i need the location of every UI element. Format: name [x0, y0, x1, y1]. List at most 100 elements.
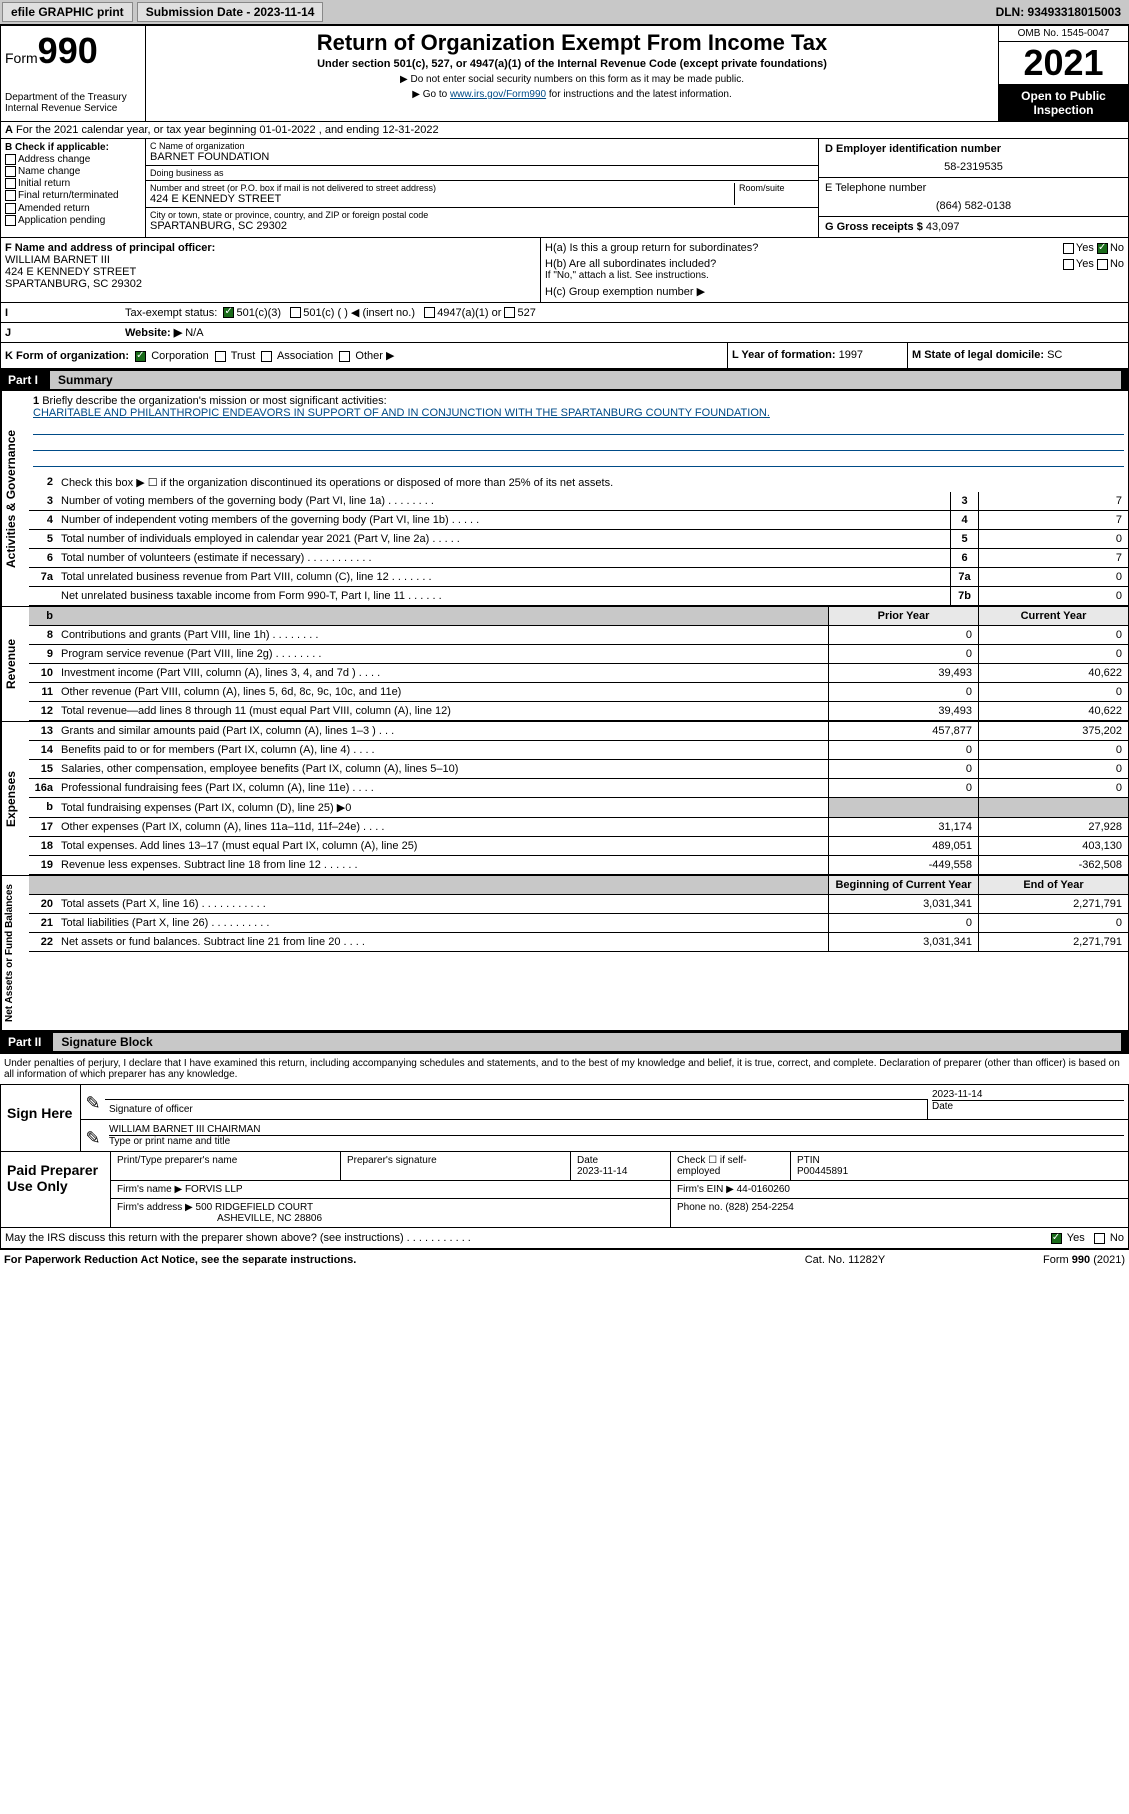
- py-val: 31,174: [828, 818, 978, 836]
- py-val: 457,877: [828, 722, 978, 740]
- cy-val: 40,622: [978, 702, 1128, 720]
- street: 424 E KENNEDY STREET: [150, 193, 734, 205]
- efile-button[interactable]: efile GRAPHIC print: [2, 2, 133, 22]
- col-f: F Name and address of principal officer:…: [1, 238, 541, 302]
- website: N/A: [185, 327, 203, 339]
- side-expenses: Expenses: [1, 722, 29, 875]
- eoy-val: 0: [978, 914, 1128, 932]
- line1-mission: 1 Briefly describe the organization's mi…: [29, 391, 1128, 473]
- paid-preparer-label: Paid Preparer Use Only: [1, 1152, 111, 1227]
- firm-addr2: ASHEVILLE, NC 28806: [217, 1213, 322, 1224]
- col-c-name-address: C Name of organizationBARNET FOUNDATION …: [146, 139, 818, 237]
- boy-val: 3,031,341: [828, 933, 978, 951]
- side-netassets: Net Assets or Fund Balances: [1, 876, 29, 1030]
- check-initial: Initial return: [5, 178, 141, 189]
- org-name: BARNET FOUNDATION: [150, 151, 814, 163]
- part1-revenue: Revenue bPrior YearCurrent Year 8Contrib…: [0, 607, 1129, 722]
- header-left: Form990 Department of the Treasury Inter…: [1, 26, 146, 121]
- py-val: 0: [828, 645, 978, 663]
- cy-val: 0: [978, 683, 1128, 701]
- pen-icon: ✎: [81, 1085, 105, 1119]
- cy-val: 40,622: [978, 664, 1128, 682]
- omb-number: OMB No. 1545-0047: [999, 26, 1128, 42]
- cy-val: 0: [978, 741, 1128, 759]
- footer: For Paperwork Reduction Act Notice, see …: [0, 1249, 1129, 1270]
- py-val: 0: [828, 626, 978, 644]
- paperwork-notice: For Paperwork Reduction Act Notice, see …: [4, 1254, 745, 1266]
- form-header: Form990 Department of the Treasury Inter…: [0, 25, 1129, 122]
- ptin: P00445891: [797, 1166, 848, 1177]
- col-h: H(a) Is this a group return for subordin…: [541, 238, 1128, 302]
- check-address: Address change: [5, 154, 141, 165]
- sign-here-label: Sign Here: [1, 1085, 81, 1151]
- check-amended: Amended return: [5, 203, 141, 214]
- check-name: Name change: [5, 166, 141, 177]
- cy-val: 403,130: [978, 837, 1128, 855]
- py-val: 489,051: [828, 837, 978, 855]
- dept-treasury: Department of the Treasury Internal Reve…: [5, 92, 141, 114]
- form-number: 990: [38, 30, 98, 71]
- check-final: Final return/terminated: [5, 190, 141, 201]
- firm-name: FORVIS LLP: [185, 1184, 243, 1195]
- py-val: 39,493: [828, 664, 978, 682]
- header-right: OMB No. 1545-0047 2021 Open to Public In…: [998, 26, 1128, 121]
- check-pending: Application pending: [5, 215, 141, 226]
- side-governance: Activities & Governance: [1, 391, 29, 606]
- prep-date: 2023-11-14: [577, 1166, 627, 1177]
- paid-preparer-block: Paid Preparer Use Only Print/Type prepar…: [0, 1152, 1129, 1228]
- py-val: 0: [828, 683, 978, 701]
- ha-no-checked[interactable]: [1097, 243, 1108, 254]
- corp-checked[interactable]: [135, 351, 146, 362]
- ein: 58-2319535: [825, 161, 1122, 173]
- py-val: 39,493: [828, 702, 978, 720]
- py-val: 0: [828, 779, 978, 797]
- 501c3-checked[interactable]: [223, 307, 234, 318]
- cy-val: 27,928: [978, 818, 1128, 836]
- side-revenue: Revenue: [1, 607, 29, 721]
- form-title: Return of Organization Exempt From Incom…: [154, 30, 990, 56]
- entity-block: B Check if applicable: Address change Na…: [0, 139, 1129, 238]
- note-ssn: ▶ Do not enter social security numbers o…: [154, 74, 990, 85]
- pen-icon: ✎: [81, 1120, 105, 1151]
- year-formation: 1997: [839, 349, 863, 361]
- irs-link[interactable]: www.irs.gov/Form990: [450, 89, 546, 100]
- eoy-val: 2,271,791: [978, 895, 1128, 913]
- row-klm: K Form of organization: Corporation Trus…: [0, 343, 1129, 369]
- part1-netassets: Net Assets or Fund Balances Beginning of…: [0, 876, 1129, 1031]
- cy-val: 0: [978, 760, 1128, 778]
- py-val: [828, 798, 978, 817]
- cy-val: 0: [978, 626, 1128, 644]
- gov-val: 7: [978, 511, 1128, 529]
- officer-name: WILLIAM BARNET III: [5, 254, 536, 266]
- firm-ein: 44-0160260: [737, 1184, 790, 1195]
- mission-text[interactable]: CHARITABLE AND PHILANTHROPIC ENDEAVORS I…: [33, 407, 770, 419]
- open-public: Open to Public Inspection: [999, 85, 1128, 121]
- part1-expenses: Expenses 13Grants and similar amounts pa…: [0, 722, 1129, 876]
- f-h-row: F Name and address of principal officer:…: [0, 238, 1129, 303]
- part1-governance: Activities & Governance 1 Briefly descri…: [0, 391, 1129, 607]
- may-discuss-row: May the IRS discuss this return with the…: [0, 1228, 1129, 1249]
- phone: (864) 582-0138: [825, 200, 1122, 212]
- gov-val: 0: [978, 530, 1128, 548]
- row-a-tax-year: A For the 2021 calendar year, or tax yea…: [0, 122, 1129, 139]
- officer-name-title: WILLIAM BARNET III CHAIRMAN: [109, 1124, 1124, 1135]
- gov-val: 7: [978, 492, 1128, 510]
- cy-val: 375,202: [978, 722, 1128, 740]
- form-subtitle: Under section 501(c), 527, or 4947(a)(1)…: [154, 58, 990, 70]
- col-d-ein-phone: D Employer identification number58-23195…: [818, 139, 1128, 237]
- form-label: Form: [5, 50, 38, 66]
- gross-receipts: 43,097: [926, 221, 960, 233]
- submission-date: Submission Date - 2023-11-14: [137, 2, 324, 22]
- py-val: 0: [828, 760, 978, 778]
- firm-addr1: 500 RIDGEFIELD COURT: [196, 1202, 314, 1213]
- sign-date: 2023-11-14: [932, 1089, 1124, 1100]
- boy-val: 3,031,341: [828, 895, 978, 913]
- perjury-statement: Under penalties of perjury, I declare th…: [0, 1053, 1129, 1084]
- py-val: -449,558: [828, 856, 978, 874]
- officer-street: 424 E KENNEDY STREET: [5, 266, 536, 278]
- cy-val: [978, 798, 1128, 817]
- sign-here-block: Sign Here ✎ Signature of officer 2023-11…: [0, 1084, 1129, 1152]
- boy-val: 0: [828, 914, 978, 932]
- may-yes-checked[interactable]: [1051, 1233, 1062, 1244]
- row-j-website: J Website: ▶ N/A: [0, 323, 1129, 343]
